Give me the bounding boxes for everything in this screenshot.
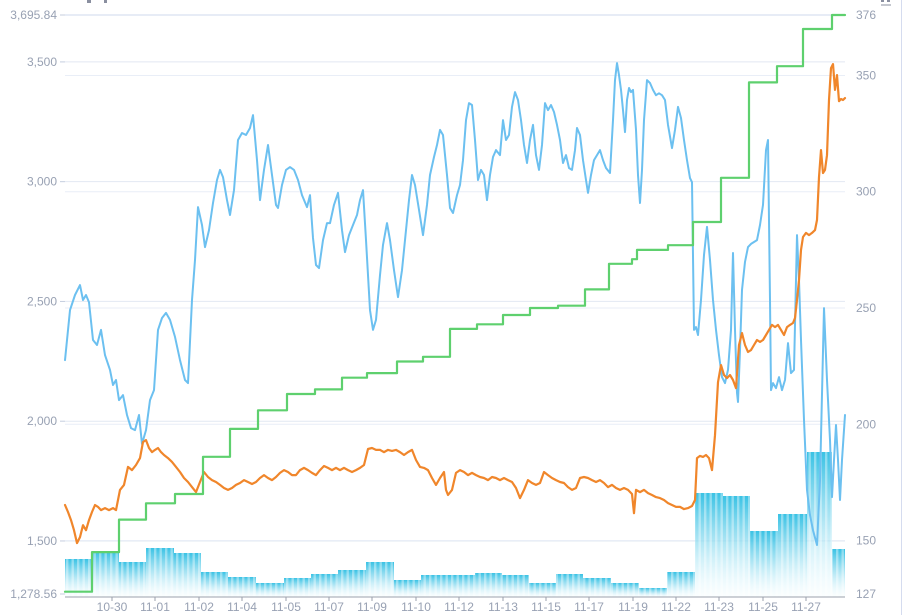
volume-bar-stripes [556,574,583,597]
y-axis-label-left: 1,278.56 [10,587,57,601]
x-axis-label: 11-09 [357,600,387,614]
volume-bar-stripes [119,562,146,597]
y-axis-label-right: 127 [856,587,876,601]
x-axis-label: 11-05 [271,600,301,614]
volume-bar-stripes [529,583,556,597]
top-clipped-mark [87,0,91,3]
volume-bar-stripes [750,531,778,597]
x-axis-label: 11-04 [227,600,257,614]
x-axis-label: 11-22 [661,600,691,614]
x-axis-label: 11-10 [401,600,431,614]
y-axis-label-right: 150 [856,534,876,548]
y-axis-label-right: 250 [856,301,876,315]
x-axis-label: 11-19 [618,600,648,614]
y-axis-label-left: 2,500 [27,294,57,308]
x-axis-label: 11-23 [704,600,734,614]
volume-bar-stripes [228,577,256,597]
green-step-series [63,13,847,593]
volume-bar-stripes [421,575,448,597]
volume-bar-stripes [639,588,667,597]
y-axis-label-left: 3,000 [27,175,57,189]
volume-bar-stripes [92,552,119,597]
volume-bar-stripes [502,575,529,597]
y-axis-label-left: 2,000 [27,414,57,428]
panel-right-border [901,0,902,615]
y-axis-label-right: 300 [856,185,876,199]
volume-bar-stripes [311,574,338,597]
volume-bar-stripes [583,578,611,597]
volume-bar-stripes [174,553,201,597]
volume-bar-stripes [611,583,639,597]
x-axis-label: 11-07 [314,600,344,614]
volume-bar-stripes [475,573,502,597]
x-axis-label: 10-30 [97,600,128,614]
volume-bar-stripes [778,514,807,597]
volume-bar-stripes [201,572,228,597]
volume-bar-stripes [146,548,174,597]
top-clipped-mark [881,4,891,6]
x-axis-label: 11-01 [140,600,170,614]
top-clipped-mark [104,0,107,3]
x-axis-label: 11-12 [444,600,474,614]
volume-bar-stripes [667,572,695,597]
volume-bar-stripes [338,570,366,597]
volume-bar-stripes [832,549,845,597]
top-clipped-mark [881,0,884,2]
y-axis-label-right: 350 [856,68,876,82]
y-axis-label-right: 376 [856,8,876,22]
volume-bar-stripes [256,583,284,597]
volume-bar-stripes [695,493,723,597]
y-axis-label-left: 3,695.84 [10,8,57,22]
left-edge-strip [0,0,7,615]
volume-bar-stripes [394,580,421,597]
y-axis-label-left: 3,500 [27,55,57,69]
x-axis-label: 11-17 [574,600,604,614]
y-axis-label-right: 200 [856,417,876,431]
x-axis-label: 11-13 [488,600,518,614]
volume-bar-stripes [448,575,475,597]
x-axis-label: 11-02 [184,600,214,614]
x-axis-label: 11-25 [748,600,778,614]
x-axis-label: 11-27 [791,600,821,614]
volume-bar-stripes [284,578,311,597]
top-clipped-mark [887,0,890,2]
volume-bar-stripes [723,496,750,597]
orange-line-series [63,62,847,545]
volume-bar-stripes [366,562,394,597]
x-axis-label: 11-15 [531,600,561,614]
y-axis-label-left: 1,500 [27,534,57,548]
